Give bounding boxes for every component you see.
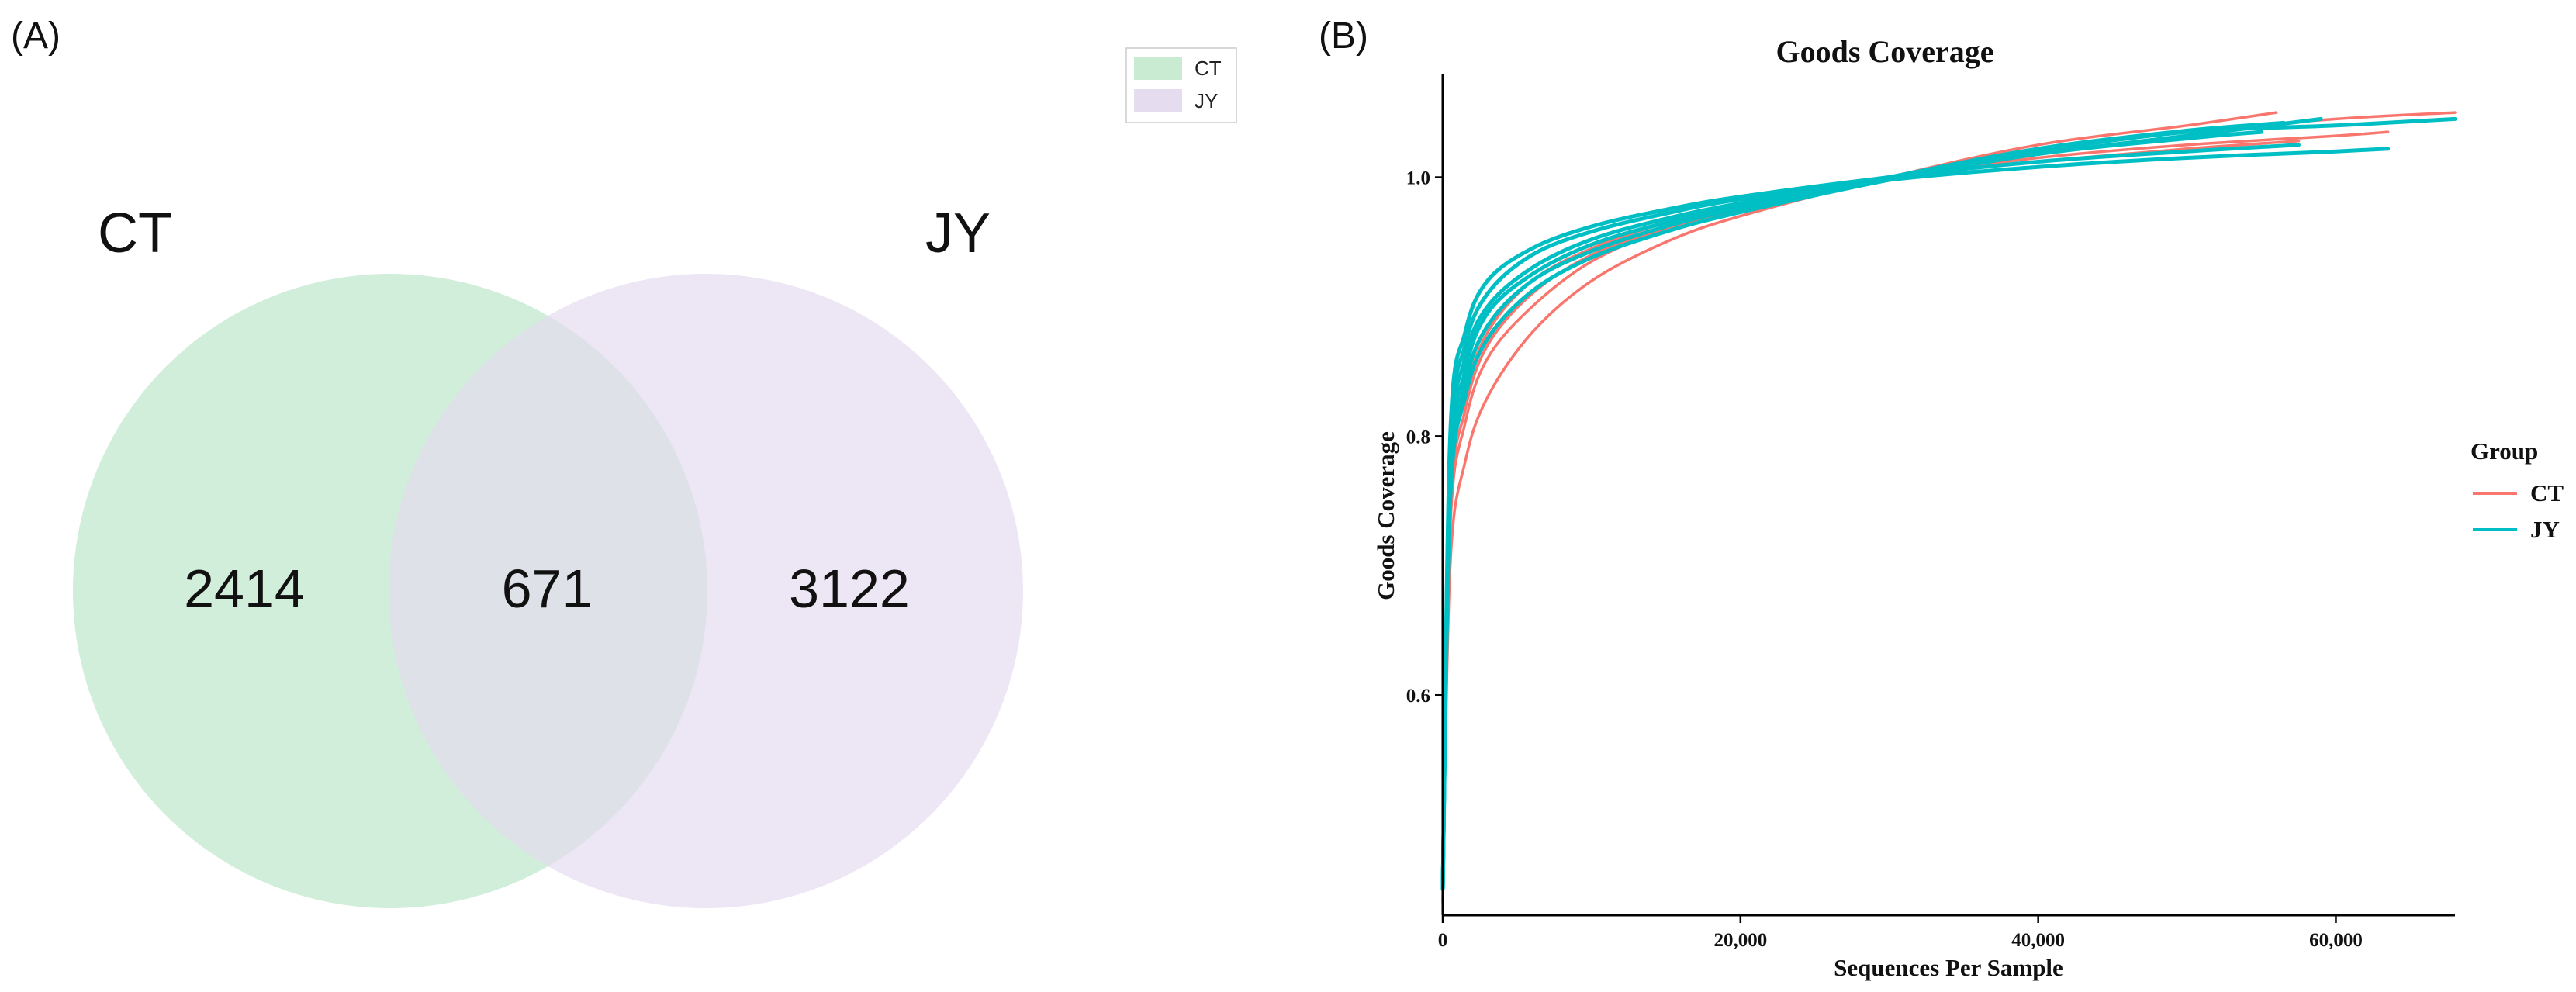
venn-circle-jy [389,274,1023,908]
panel-a-label: (A) [11,16,61,57]
coverage-line-jy-7 [1440,116,2323,892]
coverage-panel: (B) Goods Coverage 0 20,000 40,000 60,000 0… [1319,16,2564,981]
y-tick-label: 0.8 [1406,427,1430,448]
coverage-line-jy-8 [1440,116,2457,892]
legend-title: Group [2471,437,2538,465]
coverage-line-ct-1 [1441,111,2278,904]
x-axis-ticks: 0 20,000 40,000 60,000 [1438,915,2363,951]
chart-title: Goods Coverage [1776,34,1993,69]
venn-legend: CT JY [1125,47,1237,123]
y-tick-label: 1.0 [1406,168,1430,189]
legend-label-jy: JY [2530,516,2560,543]
x-tick-label: 60,000 [2309,930,2363,951]
venn-count-ct-only: 2414 [184,558,305,619]
venn-set-label-ct: CT [98,202,172,264]
chart-legend: Group CT JY [2471,437,2564,543]
venn-legend-label-ct: CT [1195,57,1222,80]
y-axis-ticks: 0.6 0.8 1.0 [1406,168,1443,707]
venn-legend-swatch-jy [1134,89,1182,112]
x-axis-title: Sequences Per Sample [1834,954,2063,981]
x-tick-label: 40,000 [2011,930,2065,951]
y-tick-label: 0.6 [1406,686,1430,707]
venn-legend-swatch-ct [1134,57,1182,80]
coverage-curves [1440,111,2457,904]
venn-set-label-jy: JY [925,202,991,264]
x-tick-label: 0 [1438,930,1448,951]
venn-count-shared: 671 [502,558,593,619]
y-axis-title: Goods Coverage [1372,431,1399,600]
coverage-line-jy-10 [1440,130,2263,892]
venn-panel: (A) CT JY 2414 671 3122 CT JY [11,16,1237,908]
venn-count-jy-only: 3122 [789,558,910,619]
legend-label-ct: CT [2530,479,2564,506]
venn-legend-label-jy: JY [1195,89,1218,112]
panel-b-label: (B) [1319,16,1368,57]
x-tick-label: 20,000 [1713,930,1767,951]
